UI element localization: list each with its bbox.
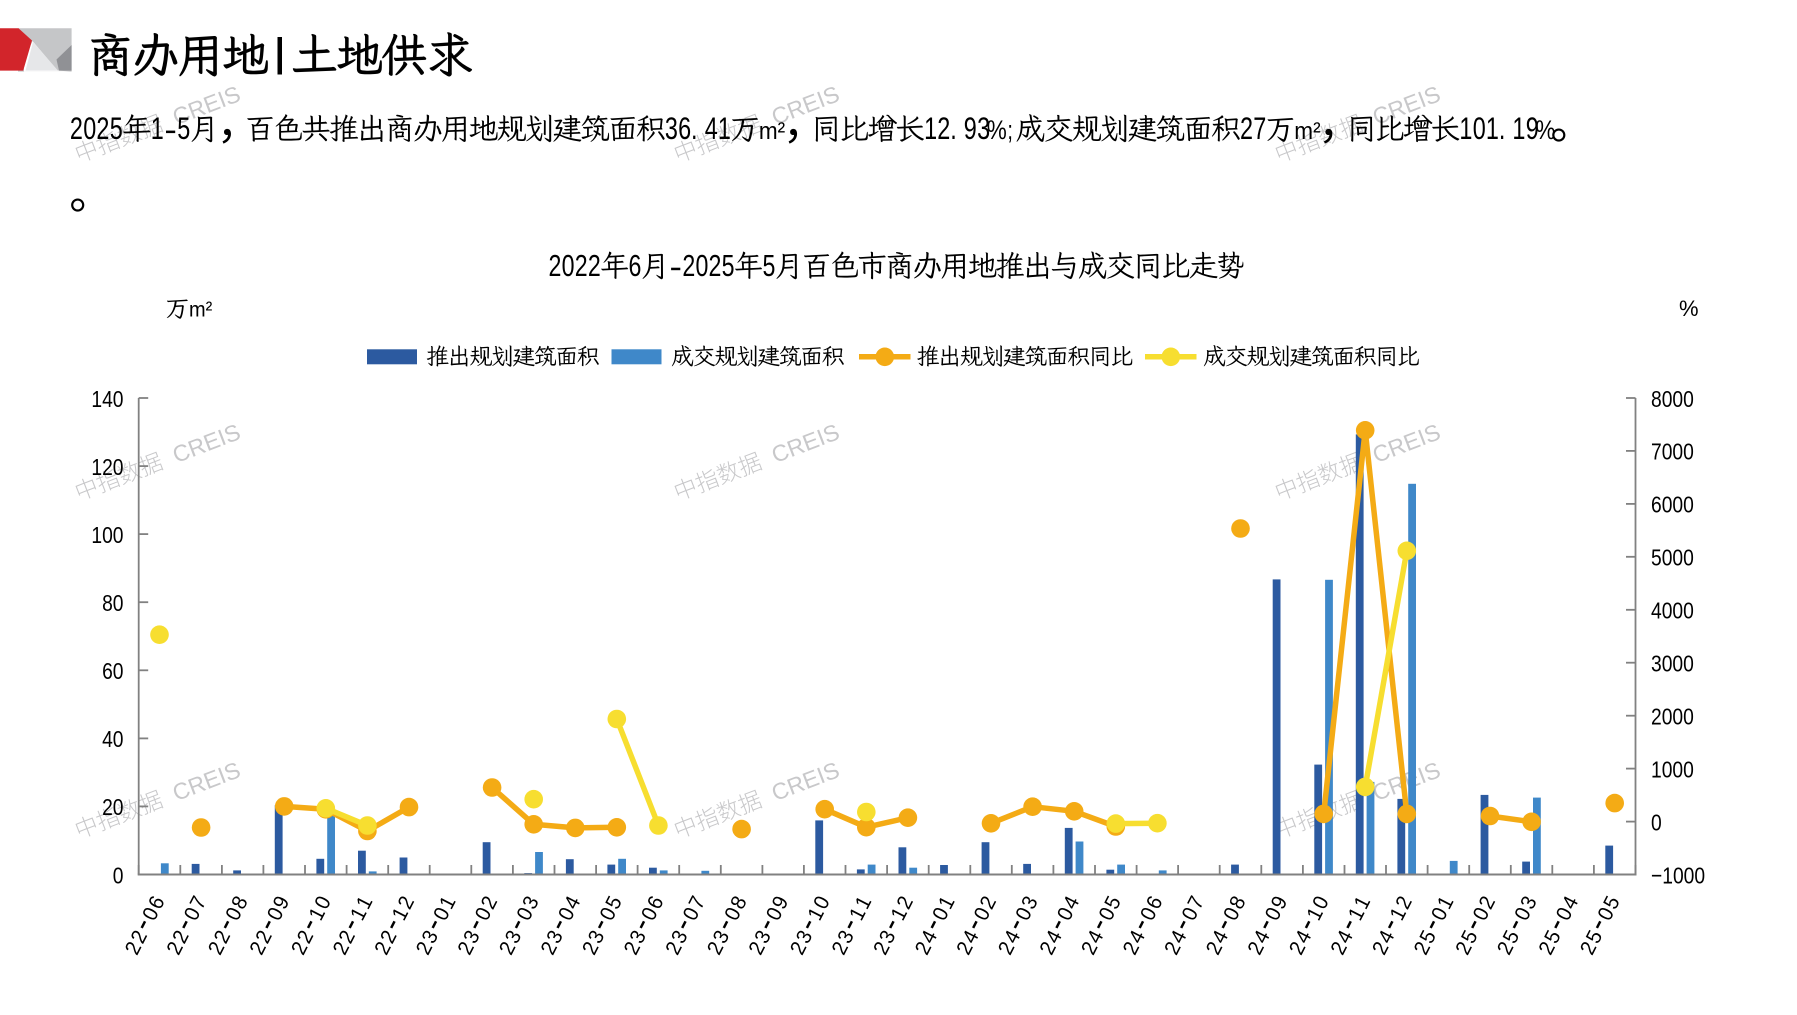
svg-text:2: 2 — [682, 248, 695, 283]
svg-text:2: 2 — [96, 111, 109, 146]
svg-text:2000: 2000 — [1651, 704, 1694, 730]
svg-text:120: 120 — [91, 454, 123, 480]
svg-text:0: 0 — [113, 863, 124, 889]
svg-text:5: 5 — [762, 248, 775, 283]
svg-text:.: . — [691, 111, 698, 146]
svg-text:4000: 4000 — [1651, 598, 1694, 624]
svg-text:6: 6 — [678, 111, 691, 146]
svg-text:60: 60 — [102, 658, 123, 684]
svg-text:6000: 6000 — [1651, 492, 1694, 518]
svg-text:0: 0 — [562, 248, 575, 283]
svg-text:1: 1 — [1512, 111, 1525, 146]
svg-text:%: % — [1535, 116, 1555, 145]
svg-text:40: 40 — [102, 726, 123, 752]
svg-text:2: 2 — [588, 248, 601, 283]
svg-text:2: 2 — [70, 111, 83, 146]
svg-text:;: ; — [1007, 115, 1013, 144]
svg-text:CREIS: CREIS — [768, 757, 843, 806]
svg-text:m²: m² — [1294, 117, 1321, 144]
svg-text:2: 2 — [575, 248, 588, 283]
svg-text:7: 7 — [1253, 111, 1266, 146]
svg-text:6: 6 — [629, 248, 642, 283]
svg-text:5: 5 — [722, 248, 735, 283]
svg-text:%: % — [987, 116, 1007, 145]
svg-text:20: 20 — [102, 794, 123, 820]
svg-text:80: 80 — [102, 590, 123, 616]
svg-text:.: . — [1499, 111, 1506, 146]
svg-text:CREIS: CREIS — [169, 757, 244, 806]
svg-text:3: 3 — [977, 111, 990, 146]
svg-text:%: % — [1679, 296, 1699, 321]
svg-text:140: 140 — [91, 386, 123, 412]
svg-text:−1000: −1000 — [1651, 863, 1705, 889]
svg-text:1: 1 — [924, 111, 937, 146]
svg-text:0: 0 — [83, 111, 96, 146]
svg-text:4: 4 — [705, 111, 718, 146]
svg-text:5: 5 — [177, 111, 190, 146]
svg-text:m²: m² — [189, 298, 212, 322]
svg-text:9: 9 — [1526, 111, 1539, 146]
svg-text:1: 1 — [151, 111, 164, 146]
svg-text:1: 1 — [718, 111, 731, 146]
svg-text:5000: 5000 — [1651, 545, 1694, 571]
svg-text:2: 2 — [1240, 111, 1253, 146]
svg-text:5: 5 — [110, 111, 123, 146]
svg-text:0: 0 — [1651, 810, 1662, 836]
svg-text:.: . — [950, 111, 957, 146]
svg-text:9: 9 — [964, 111, 977, 146]
svg-text:7000: 7000 — [1651, 439, 1694, 465]
svg-text:1000: 1000 — [1651, 757, 1694, 783]
svg-text:2: 2 — [937, 111, 950, 146]
svg-text:0: 0 — [1473, 111, 1486, 146]
svg-text:2: 2 — [709, 248, 722, 283]
svg-text:2: 2 — [548, 248, 561, 283]
svg-text:CREIS: CREIS — [169, 419, 244, 468]
svg-text:CREIS: CREIS — [1369, 419, 1444, 468]
svg-text:8000: 8000 — [1651, 386, 1694, 412]
svg-text:3: 3 — [665, 111, 678, 146]
svg-text:m²: m² — [759, 117, 786, 144]
svg-text:1: 1 — [1459, 111, 1472, 146]
svg-text:CREIS: CREIS — [768, 419, 843, 468]
svg-text:0: 0 — [695, 248, 708, 283]
svg-text:3000: 3000 — [1651, 651, 1694, 677]
svg-text:1: 1 — [1486, 111, 1499, 146]
svg-text:100: 100 — [91, 522, 123, 548]
svg-text:CREIS: CREIS — [1369, 81, 1444, 130]
